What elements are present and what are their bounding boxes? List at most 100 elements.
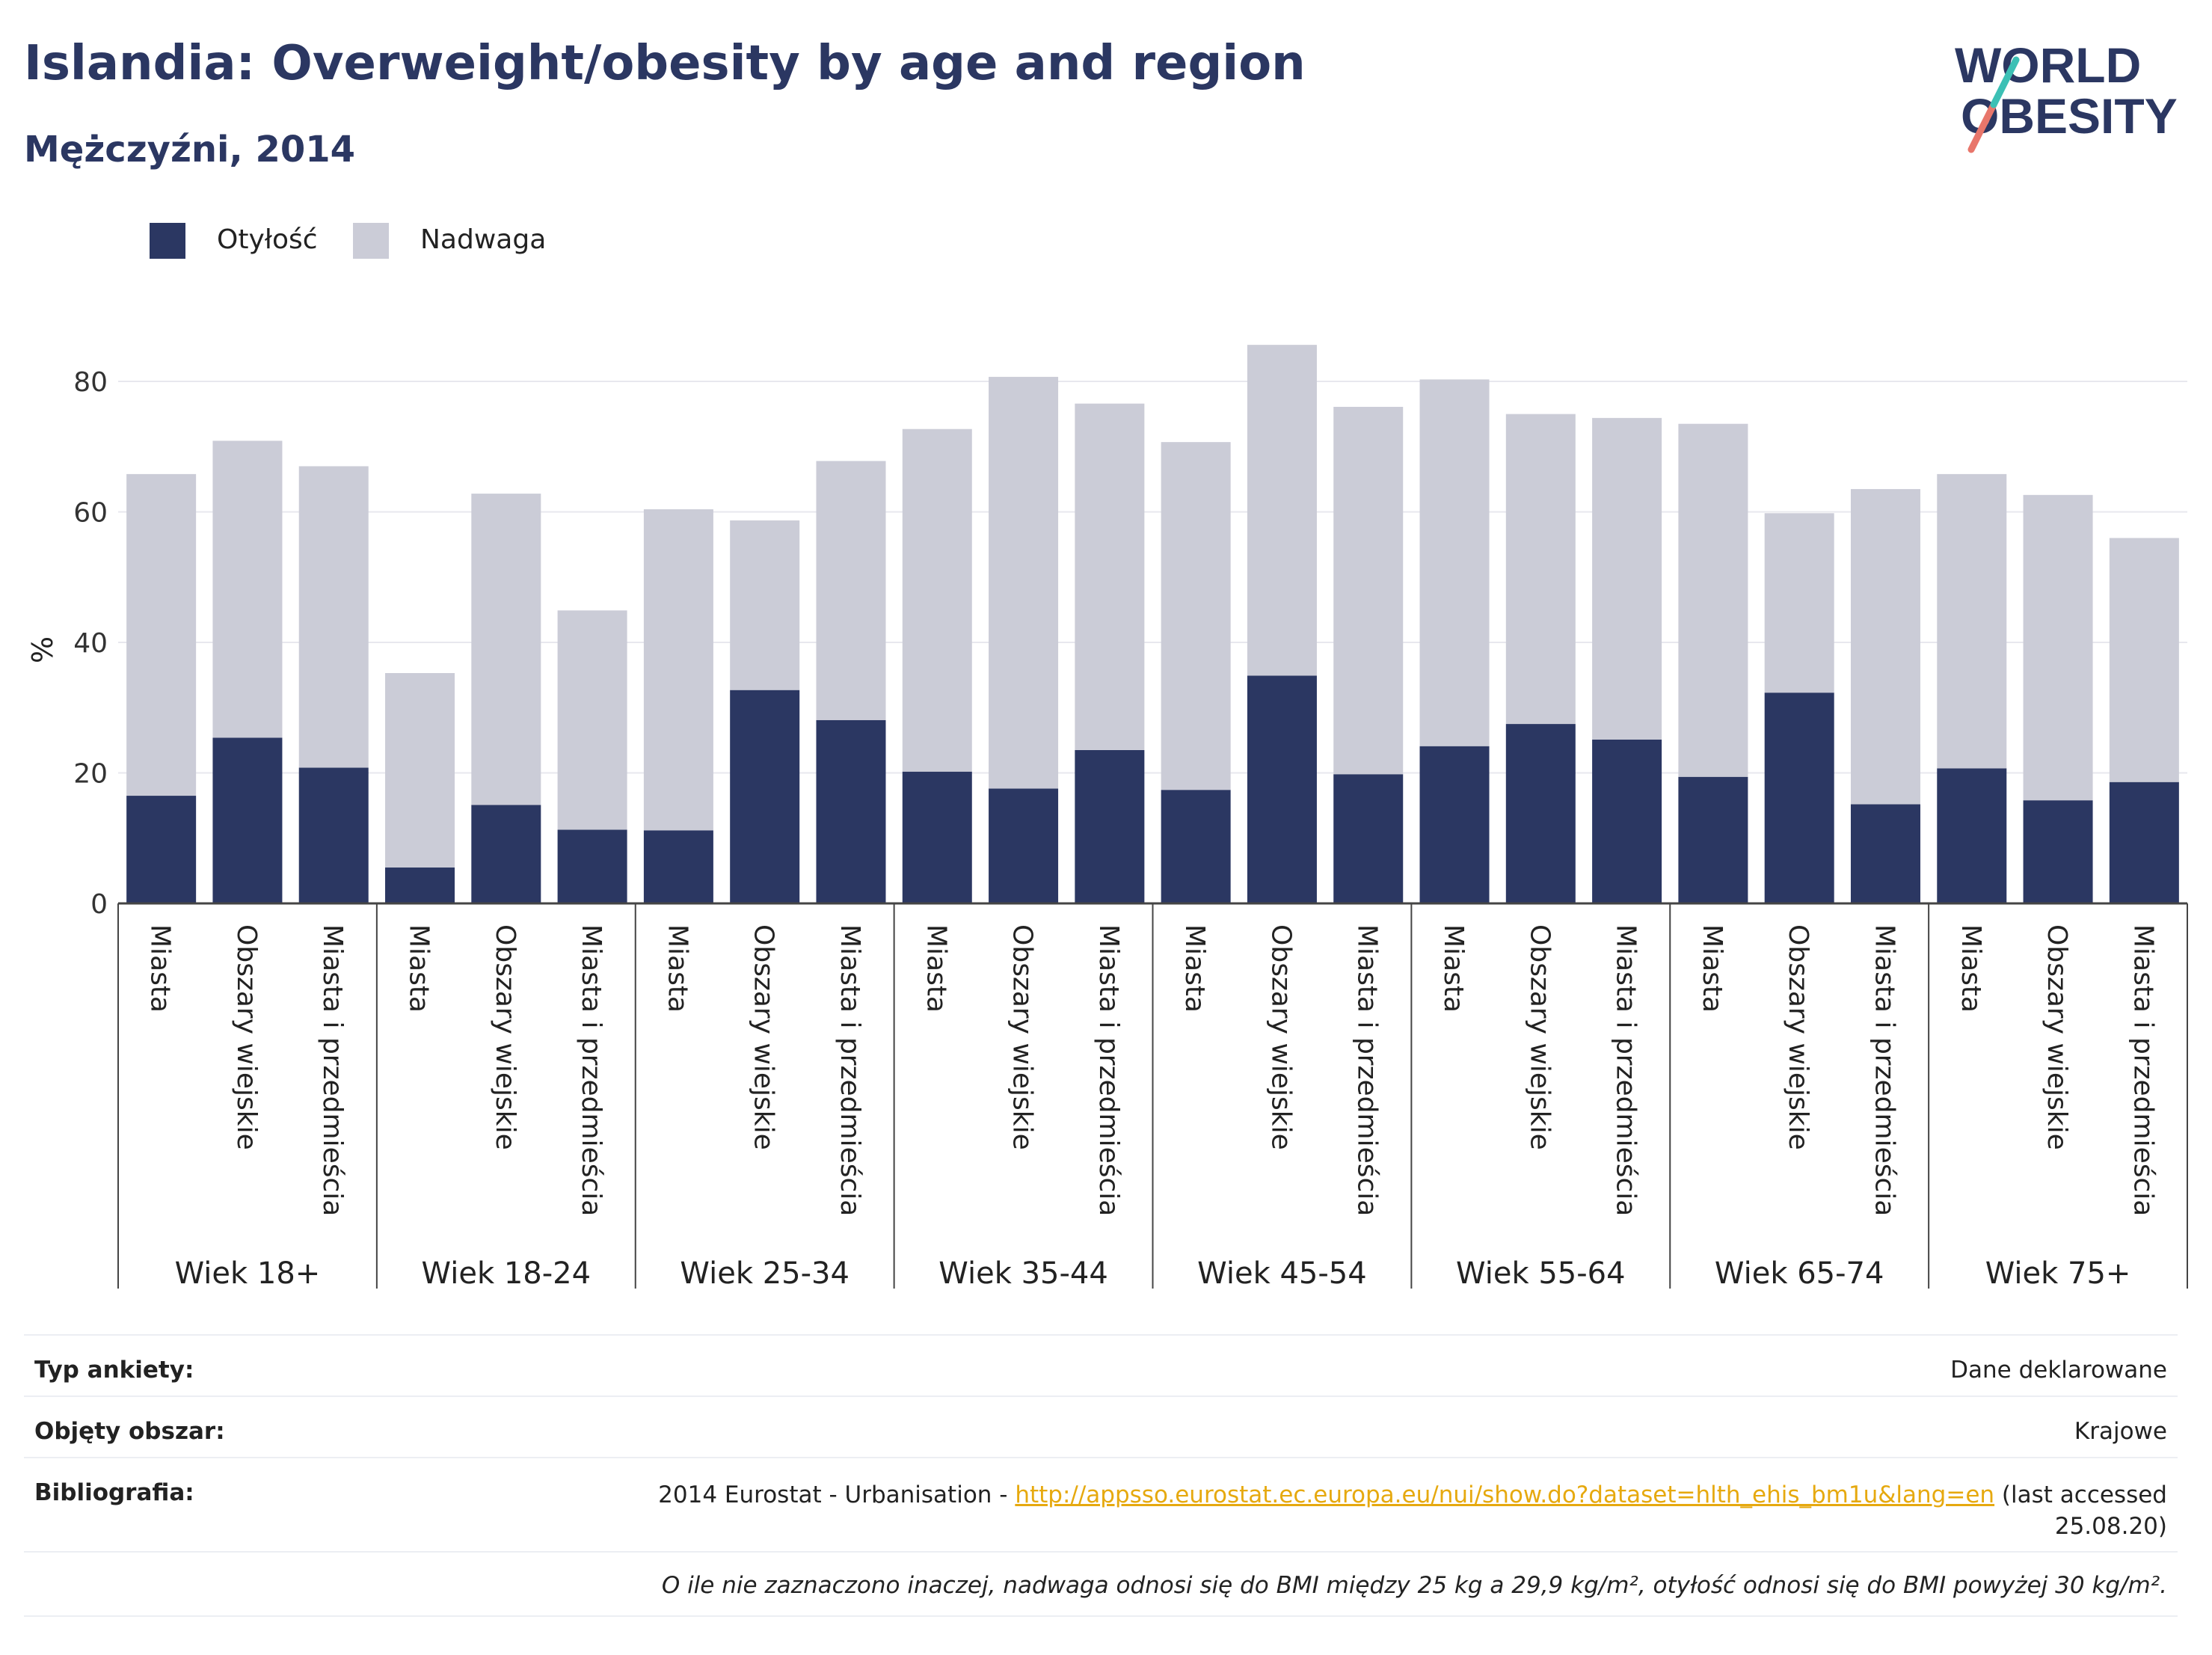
bar-overweight [2023, 494, 2093, 801]
bar-overweight [989, 376, 1059, 789]
bar-obesity [1161, 790, 1231, 903]
bar-overweight [1592, 417, 1662, 740]
bar-overweight [471, 494, 541, 805]
x-tick-label: Obszary wiejskie [1783, 924, 1813, 1150]
stacked-bar-chart: 0 20 40 60 80% Miasta Obszary wiejskie Miasta i… [26, 345, 2188, 1291]
bar-obesity [1333, 774, 1404, 903]
bar-overweight [1505, 414, 1576, 725]
coverage-label: Objęty obszar: [34, 1418, 225, 1445]
group-label: Wiek 75+ [1985, 1256, 2131, 1291]
bar-overweight [1937, 473, 2007, 769]
bar-overweight [1333, 407, 1404, 775]
bibliography-line-1: 2014 Eurostat - Urbanisation - http://ap… [658, 1479, 2167, 1511]
x-tick-label: Miasta [404, 924, 434, 1013]
bar-obesity [212, 737, 283, 903]
x-tick-label: Miasta i przedmieścia [835, 924, 865, 1216]
bar-overweight [902, 429, 972, 772]
x-tick-label: Obszary wiejskie [749, 924, 779, 1150]
y-tick-label: 20 [73, 759, 108, 790]
bar-obesity [1075, 749, 1145, 903]
y-axis-label: % [26, 636, 59, 663]
y-tick-label: 0 [90, 889, 108, 920]
y-tick-label: 80 [73, 367, 108, 398]
bar-overweight [1419, 379, 1490, 746]
x-tick-label: Miasta i przedmieścia [317, 924, 348, 1216]
x-tick-label: Obszary wiejskie [2042, 924, 2072, 1150]
info-row-survey-type: Typ ankiety: Dane deklarowane [24, 1334, 2178, 1397]
x-tick-label: Miasta [1956, 924, 1986, 1013]
bar-obesity [298, 767, 369, 903]
x-tick-label: Miasta [1697, 924, 1727, 1013]
group-label: Wiek 65-74 [1715, 1256, 1884, 1291]
coverage-value: Krajowe [2074, 1418, 2167, 1445]
info-row-bibliography: Bibliografia: 2014 Eurostat - Urbanisati… [24, 1457, 2178, 1553]
x-tick-label: Obszary wiejskie [1524, 924, 1555, 1150]
x-tick-label: Obszary wiejskie [1265, 924, 1296, 1150]
bar-obesity [557, 829, 627, 903]
bar-overweight [1075, 403, 1145, 750]
x-tick-label: Miasta i przedmieścia [576, 924, 606, 1216]
bibliography-suffix: (last accessed [1994, 1481, 2167, 1508]
x-tick-label: Obszary wiejskie [1007, 924, 1038, 1150]
bar-obesity [1678, 776, 1748, 903]
bar-obesity [1247, 675, 1317, 903]
legend-swatch-overweight [353, 223, 389, 259]
world-obesity-logo: WORLD OBESITY [1955, 37, 2178, 153]
bar-obesity [2023, 800, 2093, 903]
chart-title: Islandia: Overweight/obesity by age and … [24, 36, 1306, 91]
info-row-coverage: Objęty obszar: Krajowe [24, 1395, 2178, 1458]
bar-obesity [385, 868, 455, 903]
group-label: Wiek 45-54 [1197, 1256, 1367, 1291]
y-tick-label: 40 [73, 628, 108, 659]
svg-text:OBESITY: OBESITY [1961, 88, 2178, 144]
bar-obesity [126, 796, 197, 903]
y-tick-label: 60 [73, 498, 108, 529]
bar-obesity [471, 805, 541, 903]
x-tick-label: Miasta i przedmieścia [2127, 924, 2158, 1216]
bar-overweight [643, 509, 713, 831]
x-tick-label: Miasta [662, 924, 692, 1013]
bar-overweight [2109, 538, 2179, 782]
info-row-note: O ile nie zaznaczono inaczej, nadwaga od… [24, 1551, 2178, 1617]
x-tick-label: Miasta [921, 924, 951, 1013]
bar-overweight [1161, 442, 1231, 790]
bar-obesity [1850, 804, 1920, 903]
legend-label-obesity: Otyłość [217, 224, 318, 255]
x-tick-label: Obszary wiejskie [490, 924, 520, 1150]
bar-overweight [1247, 345, 1317, 676]
bar-obesity [1764, 693, 1834, 903]
x-tick-label: Miasta i przedmieścia [1352, 924, 1383, 1216]
bibliography-link[interactable]: http://appsso.eurostat.ec.europa.eu/nui/… [1015, 1481, 1995, 1508]
x-tick-label: Miasta i przedmieścia [1869, 924, 1899, 1216]
x-tick-label: Miasta [145, 924, 176, 1013]
group-label: Wiek 25-34 [680, 1256, 850, 1291]
bar-overweight [1678, 423, 1748, 777]
group-label: Wiek 55-64 [1456, 1256, 1626, 1291]
bar-obesity [989, 788, 1059, 903]
bar-overweight [1850, 488, 1920, 805]
chart-subtitle: Mężczyźni, 2014 [24, 129, 356, 171]
bar-overweight [1764, 513, 1834, 693]
bibliography-prefix: 2014 Eurostat - Urbanisation - [658, 1481, 1016, 1508]
definition-note: O ile nie zaznaczono inaczej, nadwaga od… [661, 1572, 2167, 1599]
bar-overweight [212, 440, 283, 738]
bibliography-label: Bibliografia: [34, 1479, 194, 1506]
x-tick-label: Miasta i przedmieścia [1611, 924, 1641, 1216]
bar-obesity [1592, 740, 1662, 903]
bar-obesity [643, 830, 713, 903]
x-tick-label: Obszary wiejskie [231, 924, 262, 1150]
group-label: Wiek 35-44 [938, 1256, 1108, 1291]
legend-label-overweight: Nadwaga [420, 224, 547, 255]
bar-overweight [816, 461, 886, 720]
group-label: Wiek 18+ [175, 1256, 321, 1291]
bar-obesity [902, 771, 972, 903]
group-label: Wiek 18-24 [422, 1256, 592, 1291]
bar-obesity [2109, 782, 2179, 903]
x-tick-label: Miasta i przedmieścia [1093, 924, 1124, 1216]
bibliography-line-2: 25.08.20) [2054, 1513, 2167, 1540]
bibliography-value: 2014 Eurostat - Urbanisation - http://ap… [658, 1479, 2167, 1542]
bar-obesity [1419, 746, 1490, 903]
bar-overweight [126, 473, 197, 796]
survey-type-label: Typ ankiety: [34, 1357, 194, 1384]
svg-text:WORLD: WORLD [1955, 37, 2141, 93]
